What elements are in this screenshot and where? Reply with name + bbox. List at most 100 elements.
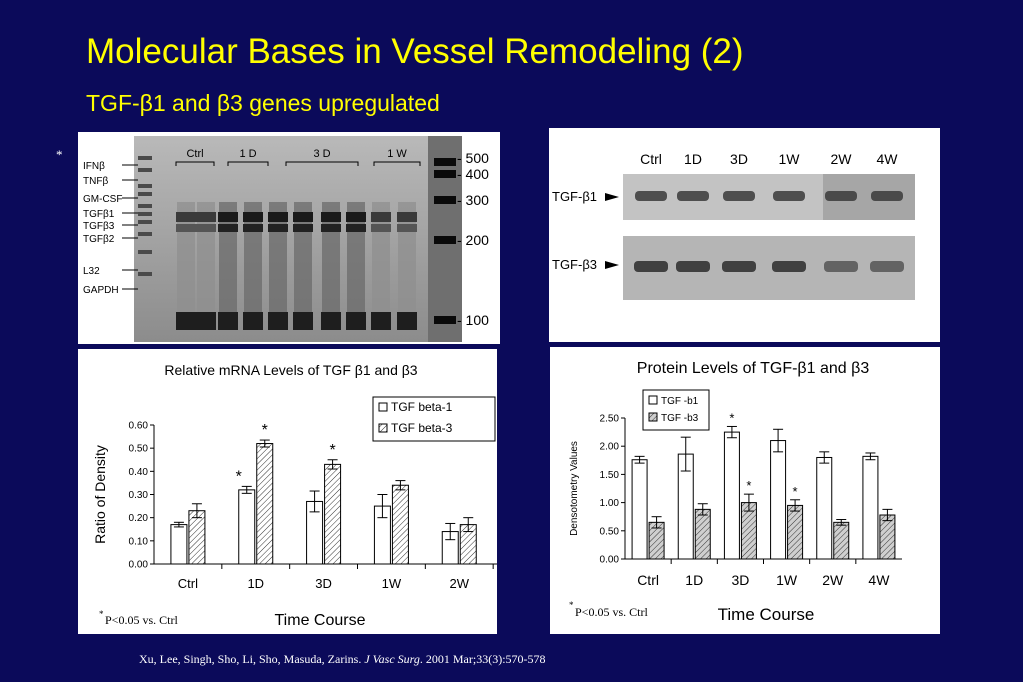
gel-band bbox=[371, 312, 391, 330]
probe-label: TGFβ2 bbox=[83, 234, 115, 245]
blot-band-b1 bbox=[825, 191, 857, 201]
bar-series-1-1W bbox=[770, 440, 787, 560]
probe-band bbox=[138, 156, 152, 160]
blot-lane-label: 3D bbox=[730, 151, 748, 167]
y-tick-label: 0.30 bbox=[129, 490, 149, 501]
blot-lane-label: Ctrl bbox=[640, 151, 662, 167]
legend-swatch bbox=[378, 402, 388, 412]
chart-footnote: P<0.05 vs. Ctrl bbox=[575, 605, 648, 619]
probe-label: TNFβ bbox=[83, 176, 108, 187]
blot-row-label: TGF-β3 bbox=[552, 257, 597, 272]
bar-series-1-Ctrl bbox=[170, 524, 188, 565]
gel-band bbox=[176, 224, 196, 232]
chart-title: Relative mRNA Levels of TGF β1 and β3 bbox=[164, 362, 417, 378]
probe-band bbox=[138, 250, 152, 254]
blot-band-b3 bbox=[870, 261, 904, 272]
bar-series-1-Ctrl bbox=[631, 459, 648, 560]
gel-band bbox=[397, 312, 417, 330]
legend-swatch bbox=[648, 412, 658, 422]
chart-legend: TGF -b1 TGF -b3 bbox=[642, 389, 710, 431]
ladder-band bbox=[434, 236, 456, 244]
x-tick-label: 3D bbox=[731, 572, 749, 588]
gel-band bbox=[346, 224, 366, 232]
bar-series-2-3D bbox=[324, 463, 342, 565]
x-axis-label: Time Course bbox=[275, 612, 366, 629]
blot-band-b3 bbox=[824, 261, 858, 272]
significance-star: * bbox=[329, 442, 335, 459]
western-blot-panel: Ctrl 1D 3D 1W 2W 4W TGF-β1 TGF-β3 bbox=[549, 128, 940, 342]
bar-series-1-3D bbox=[723, 431, 740, 560]
gel-band bbox=[346, 212, 366, 222]
probe-band bbox=[138, 192, 152, 196]
legend-swatch bbox=[378, 423, 388, 433]
size-marker: - 400 bbox=[457, 166, 489, 182]
probe-label: TGFβ3 bbox=[83, 221, 115, 232]
blot-row-label: TGF-β1 bbox=[552, 189, 597, 204]
size-marker: - 200 bbox=[457, 232, 489, 248]
protein-chart-panel: Protein Levels of TGF-β1 and β3 0.00 0.50… bbox=[550, 347, 940, 634]
probe-label: GAPDH bbox=[83, 285, 119, 296]
bar-series-2-1W bbox=[787, 504, 804, 560]
bar-series-2-Ctrl bbox=[188, 510, 206, 565]
gel-band bbox=[268, 312, 288, 330]
blot-band-b1 bbox=[723, 191, 755, 201]
gel-band bbox=[243, 224, 263, 232]
probe-band bbox=[138, 212, 152, 216]
size-marker: - 100 bbox=[457, 312, 489, 328]
chart-legend: TGF beta-1 TGF beta-3 bbox=[372, 396, 496, 442]
gel-band bbox=[176, 212, 196, 222]
mrna-bar-chart: Relative mRNA Levels of TGF β1 and β3 Ra… bbox=[92, 362, 497, 629]
ladder-band bbox=[434, 158, 456, 166]
mrna-chart-panel: Relative mRNA Levels of TGF β1 and β3 Ra… bbox=[78, 349, 497, 634]
probe-band bbox=[138, 204, 152, 208]
y-tick-label: 0.60 bbox=[129, 421, 149, 432]
significance-star: * bbox=[746, 478, 751, 493]
blot-lane-label: 4W bbox=[877, 151, 899, 167]
blot-band-b3 bbox=[772, 261, 806, 272]
probe-label: IFNβ bbox=[83, 161, 105, 172]
probe-band bbox=[138, 220, 152, 224]
blot-lane-label: 1D bbox=[684, 151, 702, 167]
gel-band bbox=[397, 212, 417, 222]
legend-label: TGF beta-3 bbox=[391, 421, 453, 435]
gel-band bbox=[196, 212, 216, 222]
bar-series-2-1D bbox=[694, 508, 711, 560]
x-tick-label: 1W bbox=[382, 576, 402, 591]
x-tick-label: 3D bbox=[315, 576, 332, 591]
lane-bracket bbox=[175, 161, 215, 166]
gel-band bbox=[293, 312, 313, 330]
size-marker: - 500 bbox=[457, 150, 489, 166]
probe-band bbox=[138, 168, 152, 172]
blot-band-b3 bbox=[676, 261, 710, 272]
y-axis-label: Densotometry Values bbox=[569, 441, 580, 536]
legend-label: TGF -b1 bbox=[661, 396, 699, 407]
y-axis-label: Ratio of Density bbox=[92, 445, 108, 544]
probe-band bbox=[138, 272, 152, 276]
x-tick-label: 1D bbox=[247, 576, 264, 591]
x-tick-label: 1W bbox=[776, 572, 798, 588]
probe-label: GM-CSF bbox=[83, 194, 122, 205]
panel-marker: * bbox=[56, 147, 63, 162]
probe-label: L32 bbox=[83, 266, 100, 277]
gel-band bbox=[293, 224, 313, 232]
blot-band-b1 bbox=[773, 191, 805, 201]
bar-series-1-4W bbox=[862, 455, 879, 560]
legend-box bbox=[372, 396, 496, 442]
lane-label: Ctrl bbox=[186, 148, 203, 160]
footnote-star: * bbox=[99, 609, 104, 619]
legend-swatch bbox=[648, 395, 658, 405]
gel-band bbox=[218, 312, 238, 330]
x-tick-label: 2W bbox=[822, 572, 844, 588]
citation-details: . 2001 Mar;33(3):570-578 bbox=[419, 652, 546, 666]
probe-band bbox=[138, 184, 152, 188]
y-tick-label: 0.50 bbox=[129, 444, 149, 455]
ladder-band bbox=[434, 196, 456, 204]
significance-star: * bbox=[236, 468, 242, 485]
citation: Xu, Lee, Singh, Sho, Li, Sho, Masuda, Za… bbox=[139, 652, 546, 667]
arrow-icon bbox=[605, 193, 619, 201]
y-tick-label: 1.50 bbox=[600, 470, 620, 481]
blot-band-b1 bbox=[635, 191, 667, 201]
gel-band bbox=[196, 224, 216, 232]
gel-band bbox=[268, 224, 288, 232]
